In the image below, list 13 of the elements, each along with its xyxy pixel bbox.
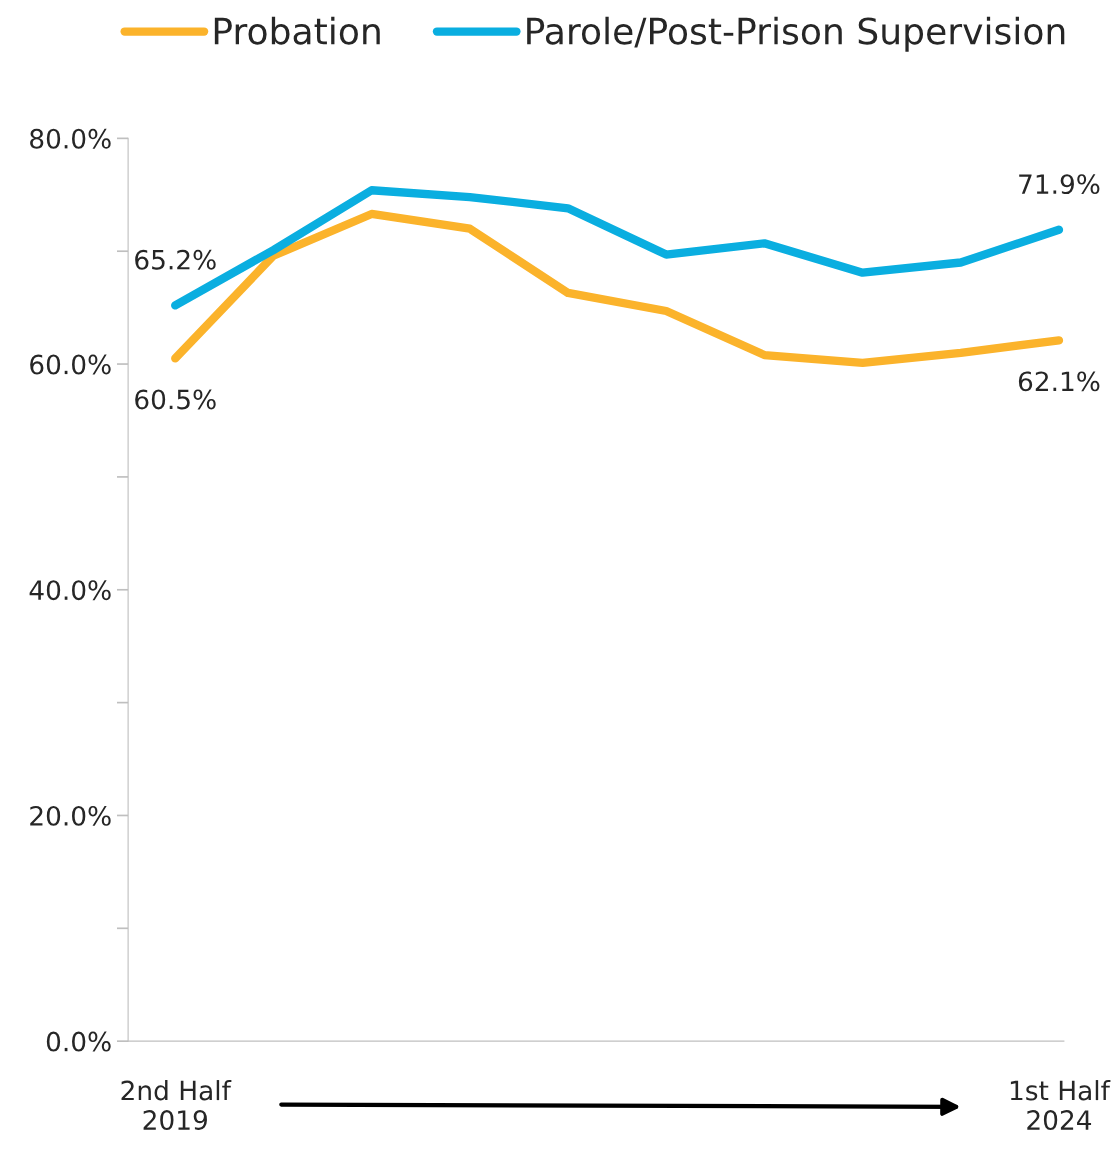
y-tick-label: 20.0%: [30, 805, 111, 826]
y-tick-label: 0.0%: [46, 1031, 111, 1052]
x-tick-label: 2nd Half 2019: [121, 1080, 232, 1131]
legend-label: Parole/Post-Prison Supervision: [527, 16, 1065, 52]
data-label: 65.2%: [135, 249, 216, 270]
y-tick-label: 60.0%: [30, 354, 111, 375]
data-label: 60.5%: [135, 389, 216, 410]
data-label: 71.9%: [1019, 174, 1100, 195]
x-tick-label: 1st Half 2024: [1010, 1080, 1111, 1131]
legend-label: Probation: [214, 16, 380, 45]
data-label: 62.1%: [1018, 371, 1100, 392]
y-tick-label: 80.0%: [30, 128, 111, 149]
y-tick-label: 40.0%: [29, 580, 111, 601]
